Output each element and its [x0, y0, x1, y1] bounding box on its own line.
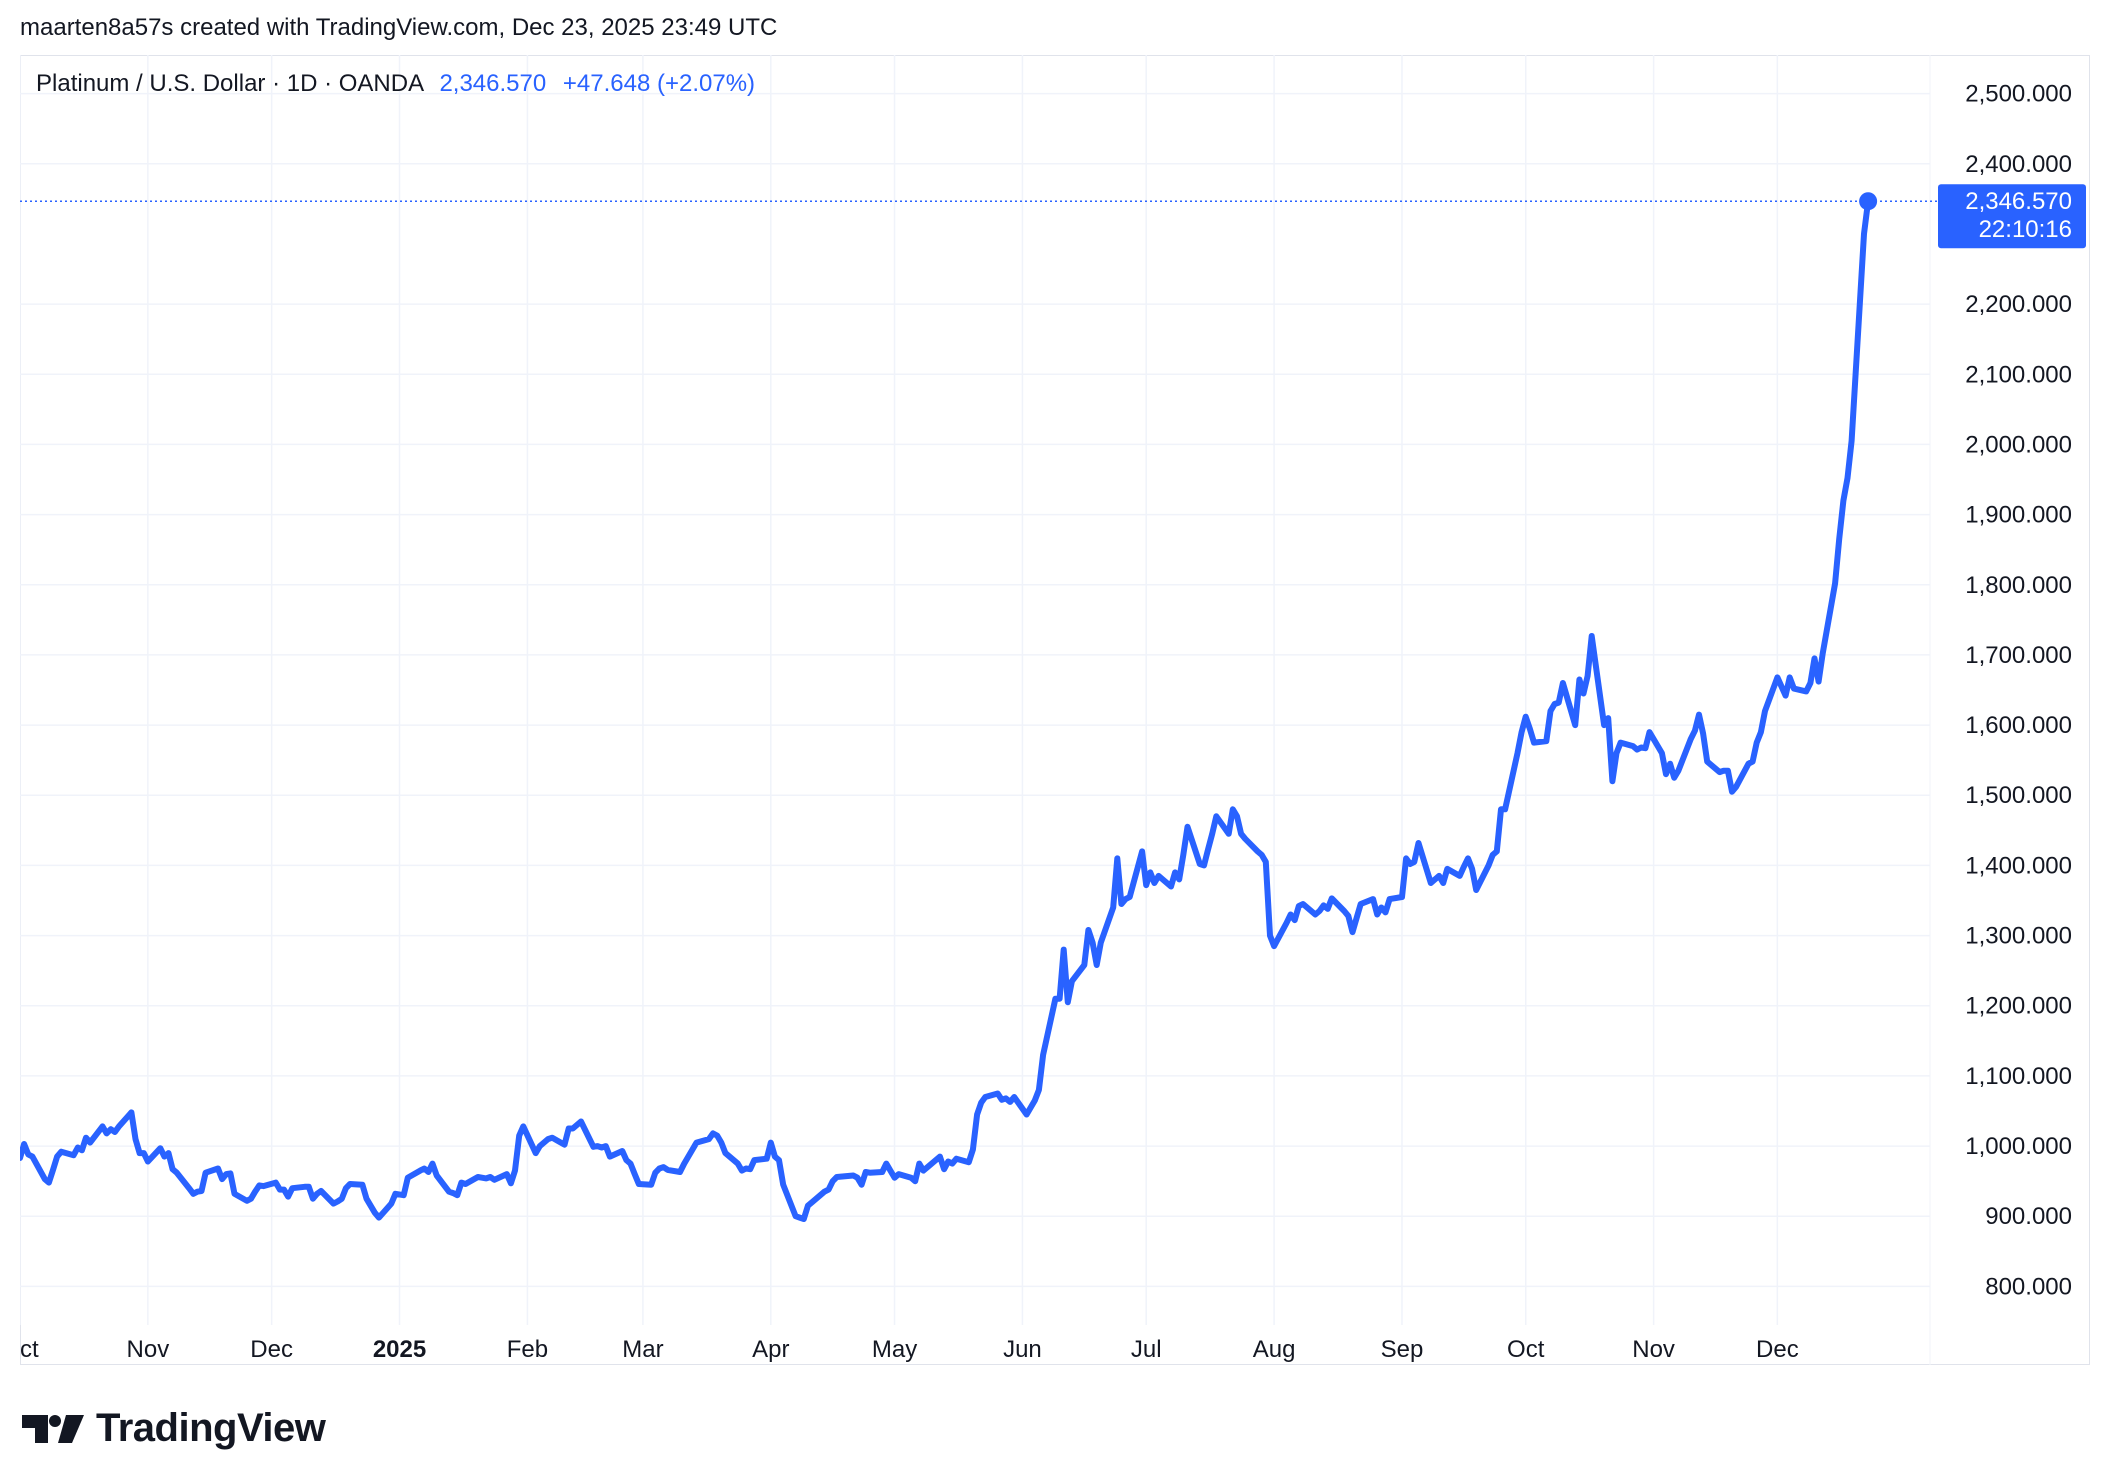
- x-tick-label: Dec: [250, 1336, 293, 1363]
- chart-area[interactable]: 800.000 900.000 1,000.000 1,100.000 1,200.00…: [1, 55, 2090, 1365]
- x-tick-label: Sep: [1381, 1336, 1424, 1363]
- y-tick-label: 900.000: [1985, 1203, 2072, 1230]
- tradingview-logo-text: TradingView: [96, 1406, 326, 1450]
- x-tick-label: Feb: [507, 1336, 548, 1363]
- y-tick-label: 1,200.000: [1965, 993, 2072, 1020]
- y-tick-label: 1,500.000: [1965, 782, 2072, 809]
- x-tick-label: Dec: [1756, 1336, 1799, 1363]
- y-tick-label: 2,400.000: [1965, 151, 2072, 178]
- chart-border: [20, 55, 2090, 1365]
- x-tick-label: Jul: [1131, 1336, 1162, 1363]
- y-tick-label: 1,400.000: [1965, 852, 2072, 879]
- last-price-marker[interactable]: [1859, 192, 1878, 211]
- grid: [19, 55, 2090, 1365]
- y-tick-label: 1,800.000: [1965, 572, 2072, 599]
- x-tick-label: May: [872, 1336, 917, 1363]
- price-series-line[interactable]: [17, 198, 1872, 1222]
- x-tick-label: Jun: [1003, 1336, 1042, 1363]
- y-tick-label: 1,100.000: [1965, 1063, 2072, 1090]
- y-tick-label: 2,500.000: [1965, 81, 2072, 108]
- x-tick-label: Apr: [752, 1336, 789, 1363]
- price-chart[interactable]: 800.000 900.000 1,000.000 1,100.000 1,200.00…: [1, 55, 2090, 1365]
- x-tick-label: Nov: [127, 1336, 170, 1363]
- axes: 800.000 900.000 1,000.000 1,100.000 1,200.00…: [1, 81, 2072, 1363]
- y-tick-label: 2,100.000: [1965, 361, 2072, 388]
- tradingview-logo-icon: [22, 1414, 84, 1443]
- y-tick-label: 1,300.000: [1965, 923, 2072, 950]
- x-tick-label: Oct: [20, 1336, 39, 1363]
- series-layer: [17, 192, 1940, 1222]
- symbol-label[interactable]: Platinum / U.S. Dollar · 1D · OANDA: [36, 70, 423, 97]
- x-tick-label: Nov: [1632, 1336, 1675, 1363]
- y-tick-label: 2,200.000: [1965, 291, 2072, 318]
- y-tick-label: 1,600.000: [1965, 712, 2072, 739]
- price-tag-countdown: 22:10:16: [1979, 216, 2072, 243]
- last-price-label: 2,346.570: [439, 70, 547, 97]
- x-tick-label: 2025: [373, 1336, 426, 1363]
- y-tick-label: 1,900.000: [1965, 502, 2072, 529]
- y-tick-label: 800.000: [1985, 1273, 2072, 1300]
- y-tick-label: 2,000.000: [1965, 431, 2072, 458]
- x-tick-label: Oct: [1507, 1336, 1545, 1363]
- price-change-label: +47.648 (+2.07%): [562, 70, 756, 97]
- chart-legend[interactable]: Platinum / U.S. Dollar · 1D · OANDA 2,34…: [36, 70, 755, 98]
- x-tick-label: Mar: [622, 1336, 663, 1363]
- y-tick-label: 1,000.000: [1965, 1133, 2072, 1160]
- attribution-text: maarten8a57s created with TradingView.co…: [20, 14, 778, 41]
- x-tick-label: Aug: [1253, 1336, 1296, 1363]
- price-tag-box[interactable]: [1938, 184, 2086, 249]
- price-tag-value: 2,346.570: [1965, 188, 2072, 215]
- tradingview-logo[interactable]: TradingView: [22, 1406, 326, 1451]
- y-tick-label: 1,700.000: [1965, 642, 2072, 669]
